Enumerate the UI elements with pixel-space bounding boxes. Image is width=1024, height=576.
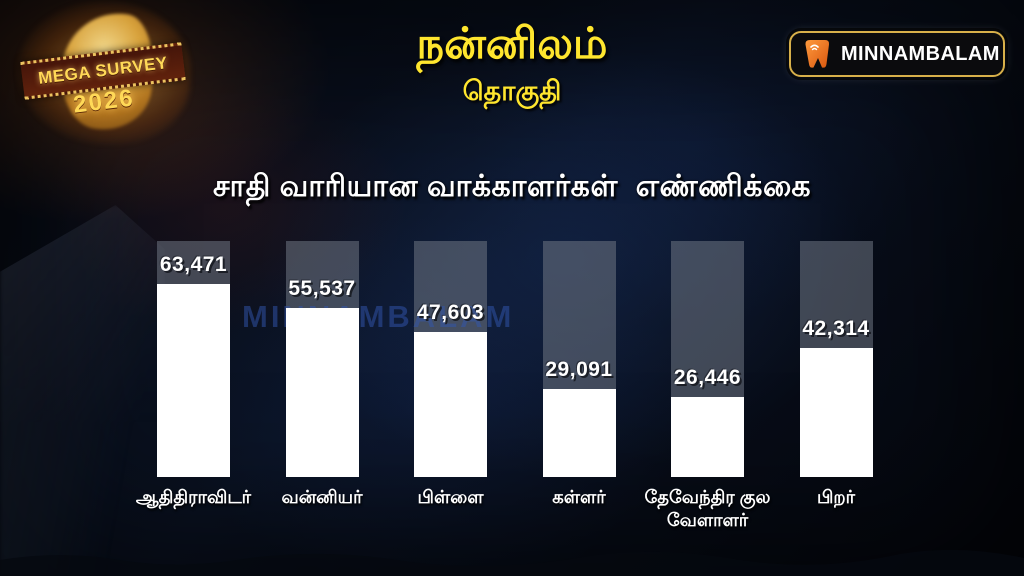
mega-survey-badge: MEGA SURVEY 2026 [18,2,190,144]
bar [542,389,616,477]
bar-value-label: 63,471 [159,253,228,276]
bar [414,332,487,477]
brand-name: MINNAMBALAM [841,42,1000,65]
bar [671,397,744,477]
minnambalam-m-icon [805,40,830,68]
bar-column: 63,471 ஆதிதிராவிடர் [136,241,251,507]
background-building-photo [0,205,165,576]
bar-category-label: கள்ளர் [552,487,606,507]
background-crowd-silhouette [0,549,1024,576]
bar-category-label: வன்னியர் [281,487,363,507]
bar-category-label: பிறர் [816,487,856,507]
bar-column: 42,314 பிறர் [799,241,873,507]
bar-value-label: 55,537 [288,277,356,300]
bar [799,348,873,477]
bar-column: 29,091 கள்ளர் [542,241,616,507]
bar-value-label: 29,091 [545,358,613,381]
bar [157,284,230,477]
bar-value-label: 47,603 [416,301,485,324]
page-title: நன்னிலம் [416,20,608,68]
bar-value-label: 42,314 [802,317,870,340]
bar-category-label: ஆதிதிராவிடர் [135,487,252,507]
bar-column: 26,446 தேவேந்திர குல வேளாளர் [645,241,770,530]
minnambalam-logo: MINNAMBALAM [789,31,1005,77]
bar-column: 47,603 பிள்ளை [414,241,487,507]
bar-category-label: தேவேந்திர குல வேளாளர் [644,487,771,530]
bar-column: 55,537 வன்னியர் [281,241,363,507]
bar-value-label: 26,446 [673,366,742,389]
bar [285,308,359,477]
page-subtitle: தொகுதி [462,76,562,106]
bar-category-label: பிள்ளை [417,487,484,507]
chart-title: சாதி வாரியான வாக்காளர்கள் எண்ணிக்கை [212,170,812,203]
